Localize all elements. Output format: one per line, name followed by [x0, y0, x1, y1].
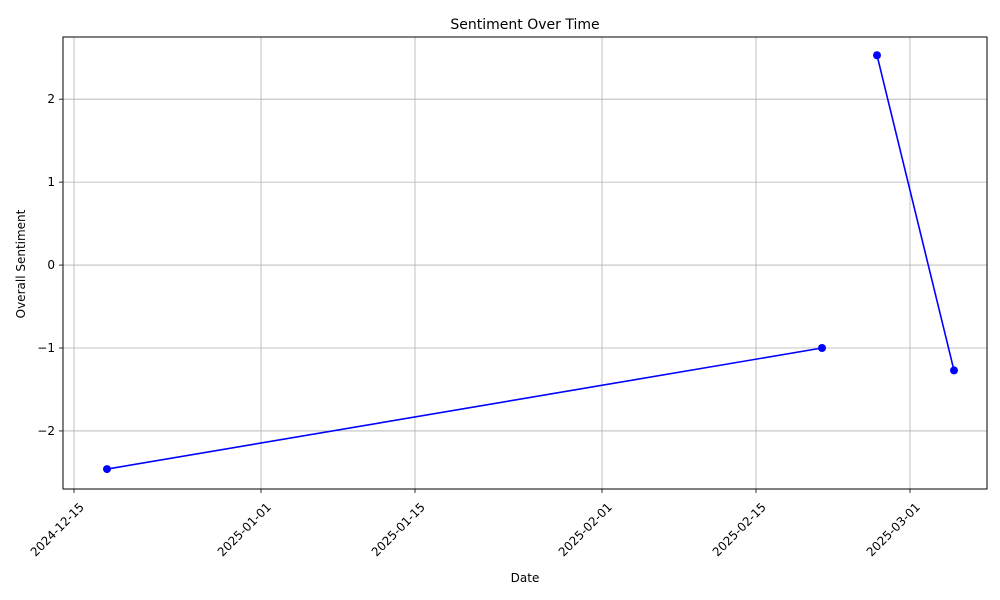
- y-tick-label: −1: [37, 341, 55, 355]
- data-point: [818, 344, 826, 353]
- grid-lines: [63, 37, 987, 489]
- y-tick-label: 0: [47, 258, 55, 272]
- x-axis-label: Date: [511, 571, 540, 585]
- plot-frame: [62, 36, 988, 490]
- y-tick-label: −2: [37, 424, 55, 438]
- y-tick-label: 1: [47, 175, 55, 189]
- y-axis-label: Overall Sentiment: [14, 209, 28, 318]
- y-tick-label: 2: [47, 92, 55, 106]
- y-axis: −2 −1 0 1 2: [37, 92, 63, 438]
- data-point: [950, 366, 958, 375]
- data-point: [873, 51, 881, 60]
- series-segment: [106, 347, 823, 470]
- chart-title: Sentiment Over Time: [450, 17, 599, 33]
- series-line: [103, 51, 958, 474]
- data-point: [103, 465, 111, 474]
- series-segment: [876, 55, 955, 371]
